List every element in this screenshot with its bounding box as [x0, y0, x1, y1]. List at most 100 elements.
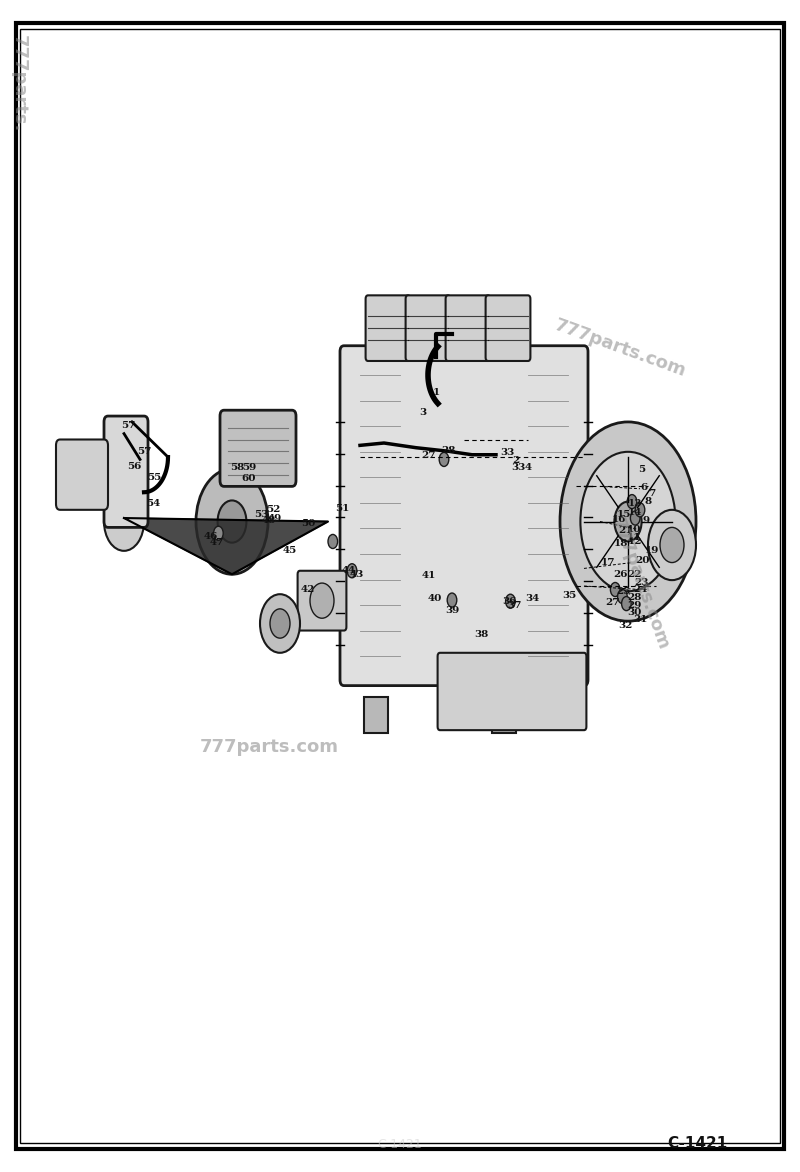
Text: 19: 19 — [645, 546, 659, 556]
Text: 46: 46 — [203, 532, 218, 541]
Circle shape — [270, 609, 290, 638]
FancyBboxPatch shape — [438, 653, 586, 730]
Text: 57: 57 — [137, 447, 151, 456]
Circle shape — [560, 422, 696, 621]
Text: 1: 1 — [432, 388, 440, 397]
Text: 777parts.com: 777parts.com — [608, 516, 673, 653]
Bar — [364, 697, 388, 732]
Text: 15: 15 — [617, 510, 631, 519]
Text: 28: 28 — [627, 593, 642, 602]
Text: 29: 29 — [627, 601, 642, 611]
Text: 55: 55 — [147, 472, 162, 482]
Polygon shape — [124, 518, 328, 574]
Text: 23: 23 — [634, 578, 649, 587]
Circle shape — [635, 503, 645, 517]
Text: 47: 47 — [210, 538, 224, 547]
Text: 777parts.com: 777parts.com — [200, 738, 339, 756]
Text: 26: 26 — [613, 570, 627, 579]
Circle shape — [614, 502, 642, 541]
Text: 777parts.com: 777parts.com — [552, 316, 689, 381]
Text: 45: 45 — [282, 546, 297, 556]
Text: 34: 34 — [525, 594, 539, 604]
Circle shape — [214, 526, 223, 540]
Text: 52: 52 — [266, 505, 281, 515]
Text: 5: 5 — [638, 465, 645, 475]
Text: 4: 4 — [525, 463, 531, 472]
Text: 24: 24 — [633, 585, 647, 594]
Text: 41: 41 — [422, 571, 436, 580]
Circle shape — [104, 492, 144, 551]
Circle shape — [622, 597, 631, 611]
FancyBboxPatch shape — [340, 346, 588, 686]
Circle shape — [196, 469, 268, 574]
Text: 33: 33 — [511, 463, 526, 472]
Text: 31: 31 — [633, 615, 647, 625]
Text: 39: 39 — [445, 606, 459, 615]
Text: 42: 42 — [301, 585, 315, 594]
Text: 49: 49 — [267, 513, 282, 523]
Text: 7: 7 — [648, 489, 656, 498]
FancyBboxPatch shape — [220, 410, 296, 486]
Text: 40: 40 — [427, 594, 442, 604]
Text: 44: 44 — [342, 566, 356, 575]
Text: 13: 13 — [627, 499, 642, 509]
FancyBboxPatch shape — [486, 295, 530, 361]
Text: 27: 27 — [422, 451, 436, 461]
Circle shape — [506, 594, 515, 608]
Text: 12: 12 — [628, 537, 642, 546]
Text: 27: 27 — [606, 598, 620, 607]
Text: 17: 17 — [601, 558, 615, 567]
Bar — [492, 697, 516, 732]
Text: C-1421: C-1421 — [668, 1136, 728, 1151]
Text: 38: 38 — [474, 629, 489, 639]
Text: 35: 35 — [562, 591, 577, 600]
Text: 25: 25 — [616, 587, 630, 597]
Circle shape — [439, 452, 449, 466]
Text: 16: 16 — [612, 515, 626, 524]
FancyBboxPatch shape — [104, 416, 148, 527]
FancyBboxPatch shape — [406, 295, 450, 361]
Text: 57: 57 — [121, 421, 135, 430]
Circle shape — [660, 527, 684, 563]
Text: 20: 20 — [635, 556, 650, 565]
Circle shape — [630, 511, 640, 525]
Circle shape — [447, 593, 457, 607]
Text: 22: 22 — [627, 570, 642, 579]
Text: 60: 60 — [242, 473, 256, 483]
Text: 43: 43 — [350, 570, 364, 579]
FancyBboxPatch shape — [366, 295, 410, 361]
Text: 30: 30 — [627, 608, 642, 618]
Text: 21: 21 — [618, 526, 633, 536]
FancyBboxPatch shape — [56, 440, 108, 510]
Text: 10: 10 — [626, 525, 641, 534]
Circle shape — [627, 495, 637, 509]
Text: 37: 37 — [507, 601, 522, 611]
Text: 28: 28 — [441, 445, 455, 455]
Circle shape — [218, 500, 246, 543]
Circle shape — [610, 582, 620, 597]
Text: 48: 48 — [262, 516, 276, 525]
Text: 56: 56 — [127, 462, 142, 471]
Circle shape — [310, 582, 334, 619]
Text: 8: 8 — [645, 497, 651, 506]
Circle shape — [581, 451, 675, 591]
Text: 36: 36 — [502, 597, 517, 606]
Text: 59: 59 — [242, 463, 256, 472]
Text: 58: 58 — [230, 463, 244, 472]
Circle shape — [347, 564, 357, 578]
FancyBboxPatch shape — [298, 571, 346, 631]
Text: 18: 18 — [614, 539, 628, 548]
Circle shape — [260, 594, 300, 653]
Text: 33: 33 — [500, 448, 514, 457]
Text: 777parts.: 777parts. — [10, 35, 28, 132]
Text: 51: 51 — [335, 504, 350, 513]
Text: C-1421: C-1421 — [378, 1138, 422, 1151]
Text: 32: 32 — [618, 621, 633, 631]
Circle shape — [618, 590, 627, 604]
Text: 2: 2 — [512, 456, 520, 465]
Text: 9: 9 — [642, 516, 649, 525]
Text: 11: 11 — [627, 533, 642, 543]
Text: 14: 14 — [627, 507, 642, 517]
FancyBboxPatch shape — [446, 295, 490, 361]
Text: 54: 54 — [146, 499, 161, 509]
